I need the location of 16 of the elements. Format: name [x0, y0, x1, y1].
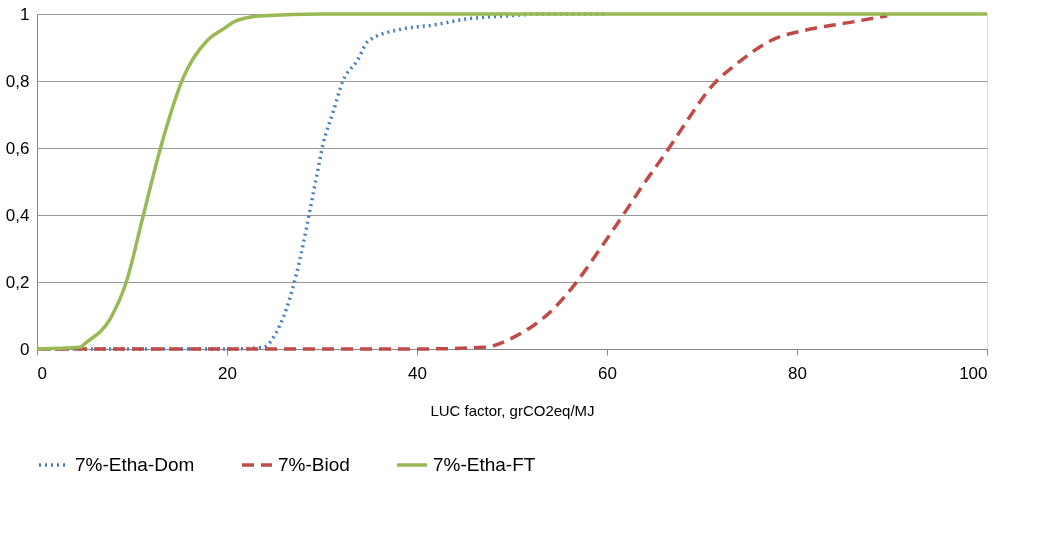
x-tick-label: 80	[788, 363, 807, 383]
y-tick-label: 1	[20, 4, 30, 24]
x-tick-label: 40	[408, 363, 427, 383]
x-tick-label: 0	[37, 363, 47, 383]
y-tick-label: 0,2	[5, 272, 30, 292]
x-axis-title: LUC factor, grCO2eq/MJ	[430, 401, 595, 419]
legend-label: 7%-Etha-Dom	[75, 454, 195, 475]
legend-label: 7%-Etha-FT	[433, 454, 536, 475]
x-tick-label: 60	[598, 363, 617, 383]
y-tick-label: 0,4	[5, 205, 30, 225]
x-tick-label: 100	[959, 363, 988, 383]
x-tick-label: 20	[218, 363, 237, 383]
y-tick-label: 0,8	[5, 71, 30, 91]
y-tick-label: 0	[20, 339, 30, 359]
y-tick-label: 0,6	[5, 138, 30, 158]
legend-label: 7%-Biod	[278, 454, 350, 475]
